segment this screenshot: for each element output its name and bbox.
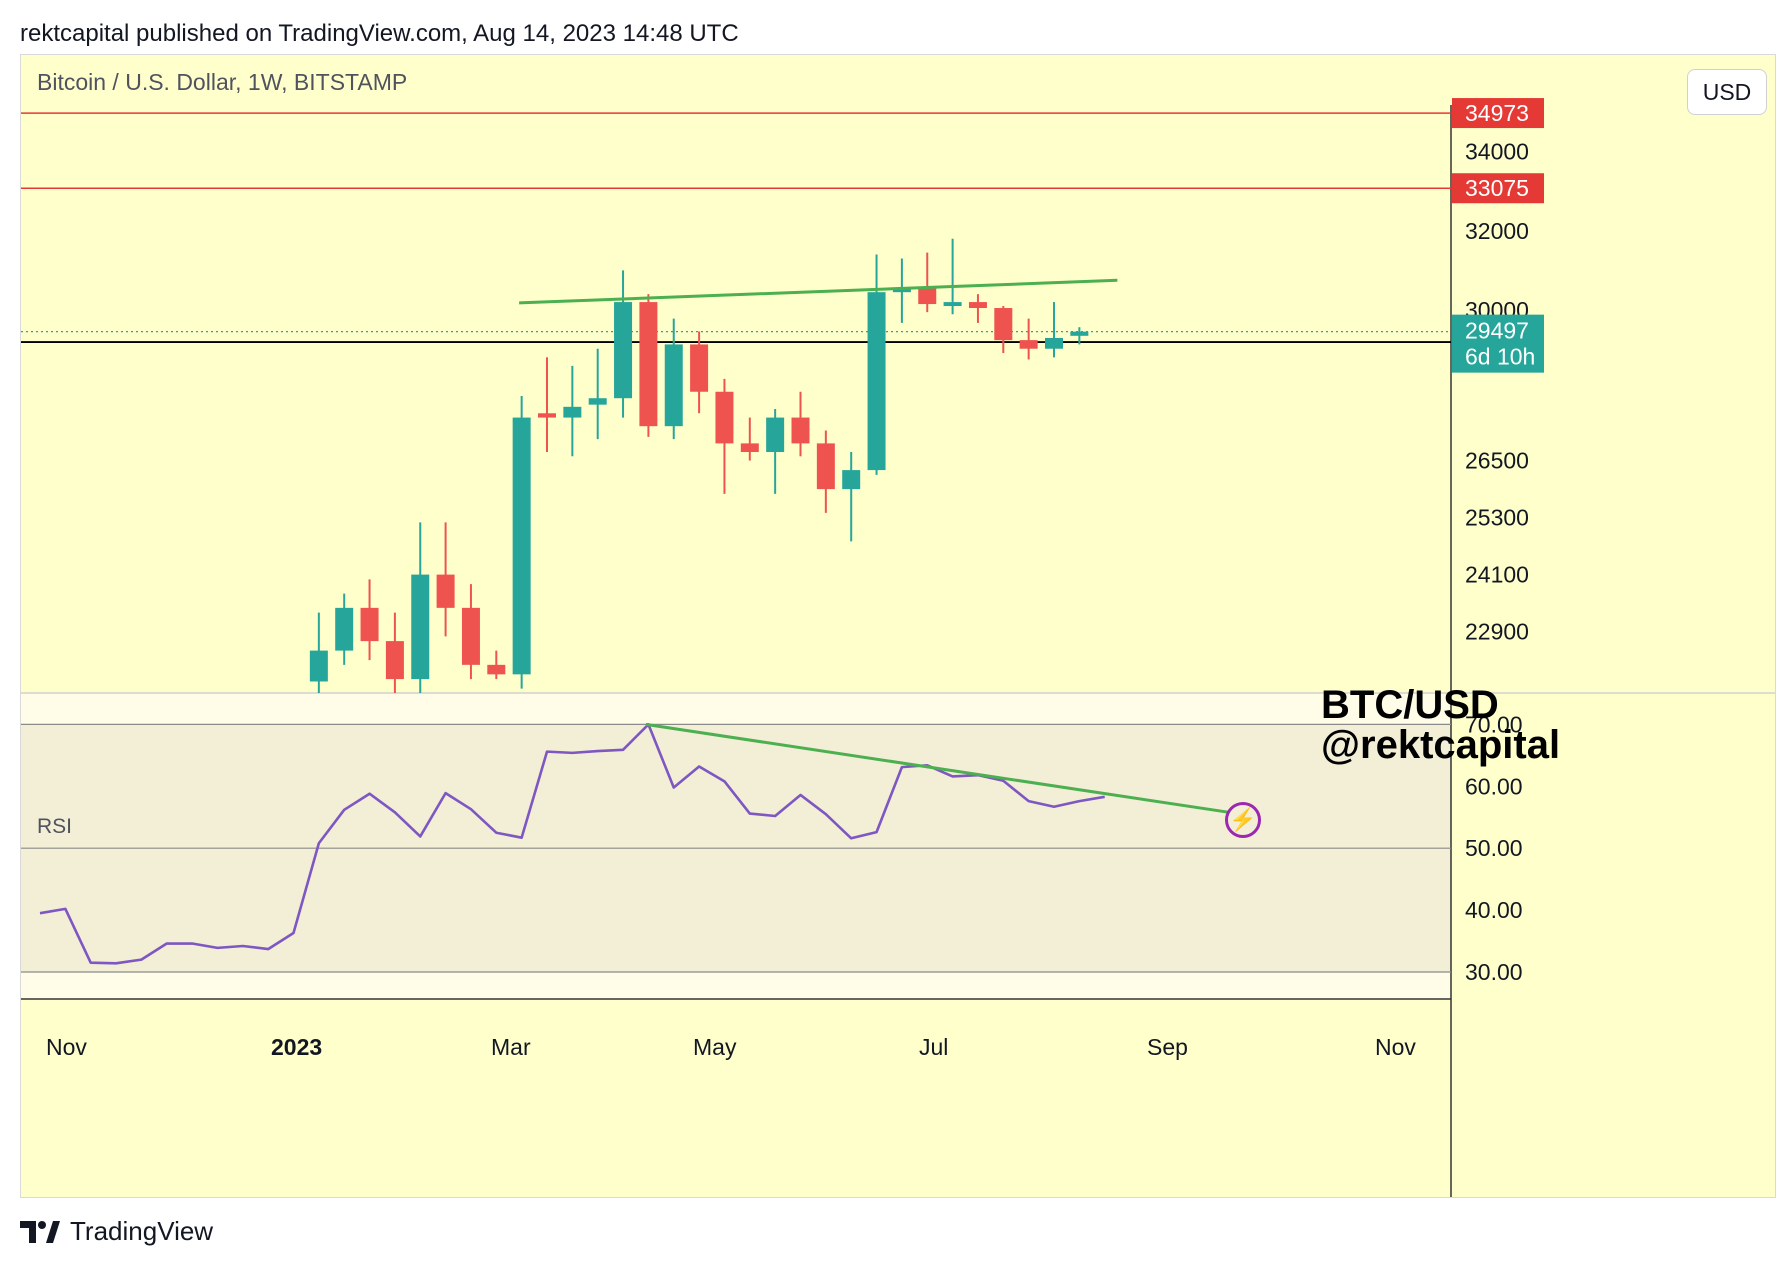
price-tick-label: 22900 <box>1465 619 1529 645</box>
candle-body[interactable] <box>1019 340 1038 349</box>
lightning-icon[interactable]: ⚡ <box>1225 802 1261 838</box>
countdown-label: 6d 10h <box>1465 344 1535 370</box>
last-price-label: 29497 <box>1465 318 1529 344</box>
candle-body[interactable] <box>614 302 633 399</box>
candle-body[interactable] <box>461 607 480 665</box>
candle-body[interactable] <box>538 413 556 418</box>
watermark-symbol: BTC/USD <box>1321 683 1499 727</box>
candle-body[interactable] <box>411 574 430 680</box>
rsi-trendline[interactable] <box>645 722 1230 814</box>
candle-body[interactable] <box>487 664 506 675</box>
time-axis-bg <box>21 999 1451 1197</box>
candle-body[interactable] <box>664 344 683 427</box>
rsi-title: RSI <box>37 815 73 838</box>
candle-body[interactable] <box>740 443 759 452</box>
candle-body[interactable] <box>816 443 835 490</box>
time-axis-label: Nov <box>1375 1034 1416 1060</box>
currency-button[interactable]: USD <box>1687 69 1767 115</box>
candle-body[interactable] <box>1070 331 1089 336</box>
candle-body[interactable] <box>943 302 962 307</box>
rsi-line <box>39 723 1105 965</box>
candle-body[interactable] <box>588 398 607 405</box>
candle-body[interactable] <box>436 574 455 608</box>
price-tick-label: 34000 <box>1465 139 1529 165</box>
price-tick-label: 25300 <box>1465 505 1529 531</box>
candle-body[interactable] <box>335 607 354 651</box>
chart-frame: 34000 32000 30000 26500 25300 24100 22900 70.00… <box>20 54 1776 1198</box>
level-price-label: 33075 <box>1465 175 1529 201</box>
time-axis-label: Jul <box>919 1034 948 1060</box>
price-tick-label: 26500 <box>1465 448 1529 474</box>
level-price-badge <box>1452 98 1544 129</box>
candle-body[interactable] <box>360 607 379 642</box>
candle-body[interactable] <box>385 641 404 680</box>
candle-body[interactable] <box>690 344 709 392</box>
candle-body[interactable] <box>994 308 1013 341</box>
price-axis-bg <box>1451 105 1775 1197</box>
candle-body[interactable] <box>563 406 582 418</box>
footer: TradingView <box>20 1216 213 1247</box>
time-axis-label: Nov <box>46 1034 87 1060</box>
candle-body[interactable] <box>639 302 658 427</box>
candle-body[interactable] <box>309 650 328 682</box>
candle-body[interactable] <box>968 302 987 309</box>
candle-body[interactable] <box>1045 337 1063 349</box>
rsi-tick-label: 30.00 <box>1465 959 1523 985</box>
symbol-title: Bitcoin / U.S. Dollar, 1W, BITSTAMP <box>37 69 408 95</box>
candle-body[interactable] <box>791 417 810 444</box>
price-trendline[interactable] <box>519 278 1118 305</box>
candle-body[interactable] <box>892 288 911 293</box>
level-price-badge <box>1452 173 1544 204</box>
rsi-tick-label: 40.00 <box>1465 897 1523 923</box>
price-pane-bg <box>21 55 1451 693</box>
time-axis-label: Mar <box>491 1034 531 1060</box>
time-axis-label: 2023 <box>271 1034 322 1060</box>
watermark-handle: @rektcapital <box>1321 723 1561 767</box>
time-axis-label: Sep <box>1147 1034 1188 1060</box>
price-tick-label: 24100 <box>1465 562 1529 588</box>
footer-brand: TradingView <box>70 1216 214 1246</box>
rsi-tick-label: 60.00 <box>1465 773 1523 799</box>
publisher-line: rektcapital published on TradingView.com… <box>20 20 739 47</box>
rsi-tick-label: 50.00 <box>1465 835 1523 861</box>
candle-body[interactable] <box>842 470 861 490</box>
price-tick-label: 32000 <box>1465 218 1529 244</box>
candle-body[interactable] <box>867 292 886 471</box>
candle-body[interactable] <box>512 417 531 675</box>
candle-body[interactable] <box>918 288 937 305</box>
last-price-badge <box>1452 314 1544 373</box>
level-price-label: 34973 <box>1465 100 1529 126</box>
time-axis-label: May <box>693 1034 737 1060</box>
candle-body[interactable] <box>715 391 734 444</box>
chart-canvas[interactable]: 3400032000300002650025300241002290070.00… <box>21 55 1775 1197</box>
tradingview-logo-icon <box>20 1219 60 1245</box>
rsi-tick-label: 70.00 <box>1465 711 1523 737</box>
candle-body[interactable] <box>766 417 785 452</box>
